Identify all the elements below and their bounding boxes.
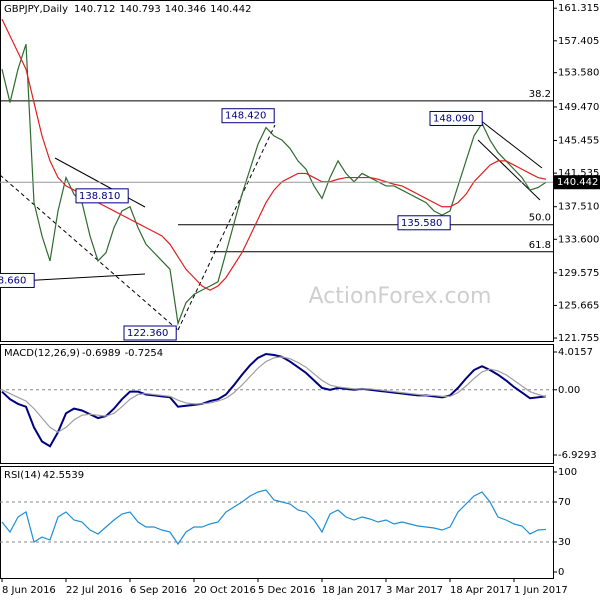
macd-header: MACD(12,26,9) -0.6989 -0.7254 <box>4 348 163 359</box>
annotation-box <box>123 325 177 341</box>
series-line <box>1 356 547 433</box>
fib-label: 50.0 <box>529 213 551 224</box>
annotation-label: 128.660 <box>0 275 26 286</box>
annotation-box <box>429 110 483 126</box>
y-tick-label: 0 <box>558 567 564 578</box>
y-tick-label: 133.600 <box>558 234 599 245</box>
trend-line <box>0 174 179 331</box>
watermark: ActionForex.com <box>309 284 492 309</box>
y-tick-label: -6.9293 <box>558 450 597 461</box>
x-tick-label: 20 Oct 2016 <box>194 585 256 596</box>
annotation-label: 148.420 <box>225 111 266 122</box>
y-tick-label: 157.405 <box>558 36 599 47</box>
open: 140.712 <box>74 4 115 15</box>
y-tick-label: 137.510 <box>558 202 599 213</box>
x-tick-label: 22 Jul 2016 <box>66 585 123 596</box>
rsi-value: 42.5539 <box>43 470 84 481</box>
annotation-box <box>397 215 451 231</box>
macd-value: -0.6989 <box>82 348 121 359</box>
x-tick-label: 18 Jan 2017 <box>322 585 382 596</box>
y-tick-label: 129.575 <box>558 268 599 279</box>
low: 140.346 <box>165 4 206 15</box>
close: 140.442 <box>210 4 251 15</box>
rsi-title: RSI(14) <box>4 470 41 481</box>
macd-title: MACD(12,26,9) <box>4 348 80 359</box>
annotation-box <box>0 272 35 288</box>
rsi-header: RSI(14) 42.5539 <box>4 470 84 481</box>
x-tick-label: 3 Mar 2017 <box>386 585 443 596</box>
annotation-box <box>75 188 129 204</box>
x-tick-label: 18 Apr 2017 <box>450 585 512 596</box>
trend-line <box>177 124 276 331</box>
last-price-label: 140.442 <box>557 177 598 188</box>
x-tick-label: 8 Jun 2016 <box>2 585 56 596</box>
y-tick-label: 0.00 <box>558 385 580 396</box>
series-line <box>1 489 547 546</box>
y-tick-label: 121.755 <box>558 333 599 344</box>
y-tick-label: 70 <box>558 497 571 508</box>
series-line <box>1 353 547 448</box>
panel-frame <box>0 344 554 464</box>
y-tick-label: 161.315 <box>558 3 599 14</box>
fib-label: 61.8 <box>529 240 551 251</box>
x-tick-label: 1 Jun 2017 <box>514 585 568 596</box>
annotations: 148.420 138.810 128.660 122.360 135.580 148.0… <box>0 108 483 341</box>
x-tick-label: 6 Sep 2016 <box>130 585 187 596</box>
x-tick-label: 5 Dec 2016 <box>258 585 316 596</box>
y-tick-label: 125.665 <box>558 300 599 311</box>
annotation-label: 138.810 <box>79 191 120 202</box>
price-header: GBPJPY,Daily 140.712 140.793 140.346 140.442 <box>4 4 251 15</box>
y-tick-label: 145.455 <box>558 135 599 146</box>
fib-label: 38.2 <box>529 89 551 100</box>
panel-frame <box>0 0 554 342</box>
annotation-label: 148.090 <box>433 113 474 124</box>
annotation-box <box>221 108 275 124</box>
series-line <box>1 44 547 326</box>
y-tick-label: 153.580 <box>558 68 599 79</box>
y-tick-label: 149.470 <box>558 102 599 113</box>
panel-frame <box>0 466 554 579</box>
trend-line <box>479 119 543 169</box>
y-tick-label: 100 <box>558 467 577 478</box>
annotation-label: 135.580 <box>401 218 442 229</box>
y-tick-label: 4.0157 <box>558 347 593 358</box>
high: 140.793 <box>119 4 160 15</box>
signal-value: -0.7254 <box>125 348 164 359</box>
annotation-label: 122.360 <box>127 328 168 339</box>
y-tick-label: 141.535 <box>558 168 599 179</box>
last-price-box <box>554 175 600 190</box>
symbol: GBPJPY,Daily <box>4 4 68 15</box>
y-tick-label: 30 <box>558 537 571 548</box>
